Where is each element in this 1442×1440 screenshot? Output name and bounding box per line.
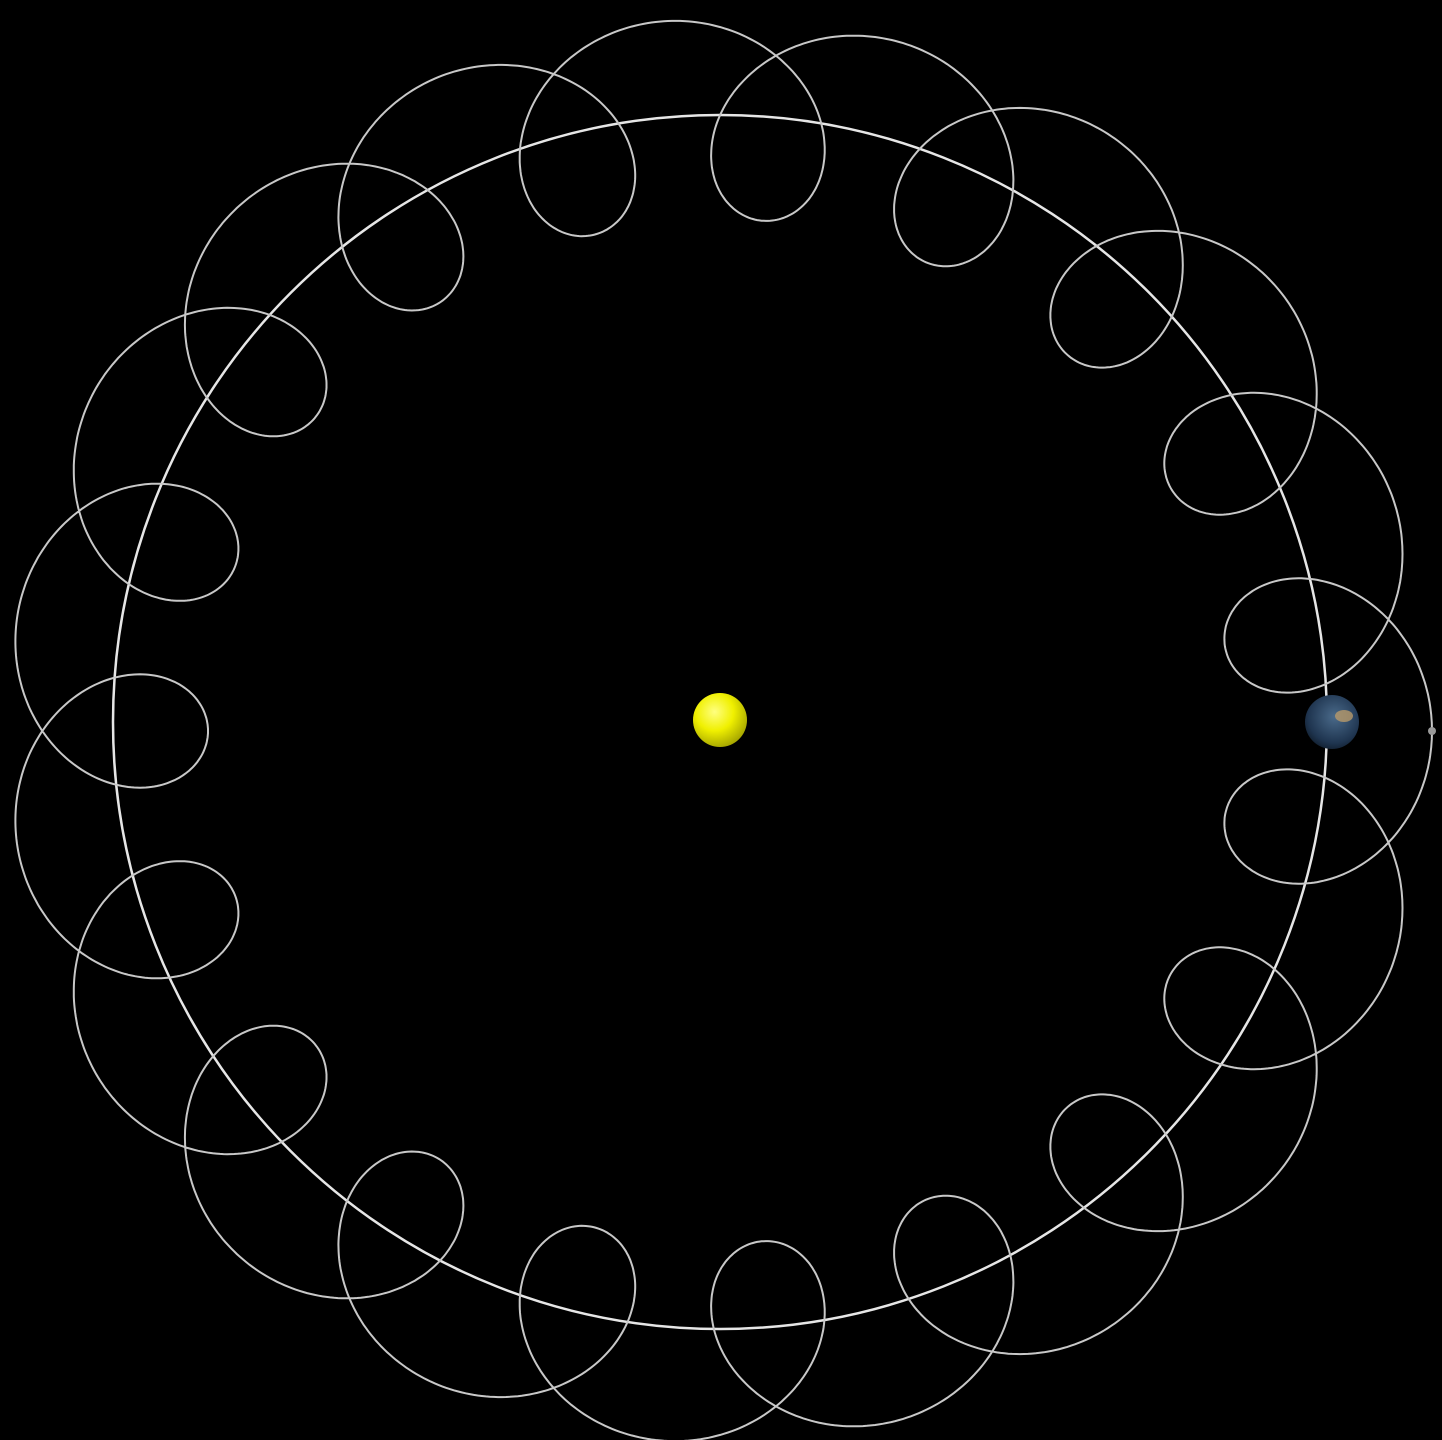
earth-continent <box>1335 710 1353 722</box>
moon <box>1428 727 1436 735</box>
page: (() => { const cx = 720, cy = 722, R = 6… <box>0 0 1442 1440</box>
sun <box>693 693 747 747</box>
orbit-scene <box>0 0 1442 1440</box>
earth <box>1305 695 1359 749</box>
